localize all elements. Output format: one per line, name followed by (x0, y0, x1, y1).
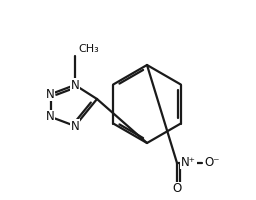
Text: O: O (172, 182, 182, 196)
Text: N: N (71, 119, 79, 132)
Text: N: N (46, 110, 54, 123)
Text: O⁻: O⁻ (204, 156, 219, 170)
Text: N⁺: N⁺ (181, 156, 196, 168)
Text: N: N (71, 79, 79, 92)
Text: N: N (46, 88, 54, 100)
Text: CH₃: CH₃ (78, 44, 99, 54)
